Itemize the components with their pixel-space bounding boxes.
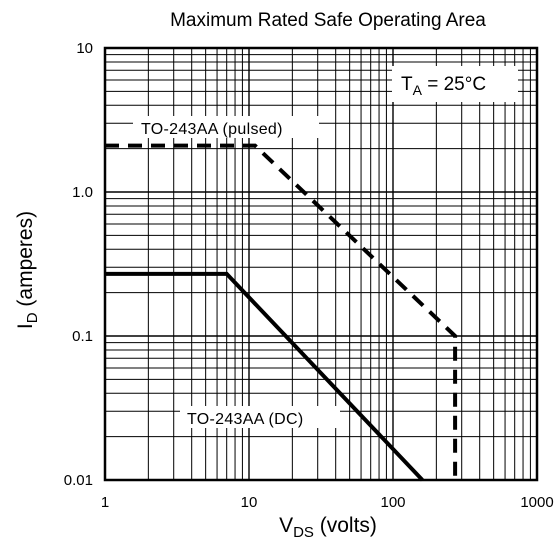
temperature-annotation-text: TA = 25°C [401,74,486,98]
series-line-dc [105,271,424,482]
series-label-pulsed-text: TO-243AA (pulsed) [141,121,283,138]
y-axis-subscript: D [24,312,41,323]
x-axis-symbol: V [279,514,293,537]
y-tick-label: 1.0 [72,184,93,201]
x-tick-label: 1 [101,494,109,511]
y-axis-label: ID (amperes) [14,211,41,329]
tick-label-layer: 1 10 100 1000 0.01 0.1 1.0 10 [64,40,554,511]
temperature-annotation-background [392,66,518,102]
y-tick-label: 0.1 [72,328,93,345]
chart-title: Maximum Rated Safe Operating Area [170,10,486,31]
y-tick-label: 10 [76,40,93,57]
series-label-pulsed-background [133,116,319,138]
series-label-dc-text: TO-243AA (DC) [187,411,304,428]
temperature-subscript: A [413,82,423,98]
temperature-symbol: T [401,74,413,95]
series-layer [105,143,458,482]
series-label-dc-background [180,406,340,428]
x-axis-unit: (volts) [314,514,377,537]
x-axis-label: VDS (volts) [279,514,377,541]
x-tick-label: 10 [241,494,258,511]
series-line-pulsed [105,143,458,480]
plot-frame [103,46,539,482]
temperature-annotation: TA = 25°C [392,66,518,102]
y-axis-unit: (amperes) [14,211,37,313]
series-label-dc: TO-243AA (DC) [180,406,340,428]
series-label-pulsed: TO-243AA (pulsed) [133,116,319,138]
x-axis-subscript: DS [293,524,314,541]
x-tick-label: 1000 [520,494,553,511]
y-tick-label: 0.01 [64,472,93,489]
x-tick-label: 100 [380,494,405,511]
temperature-value: = 25°C [422,74,486,95]
y-axis-symbol: I [14,323,37,329]
